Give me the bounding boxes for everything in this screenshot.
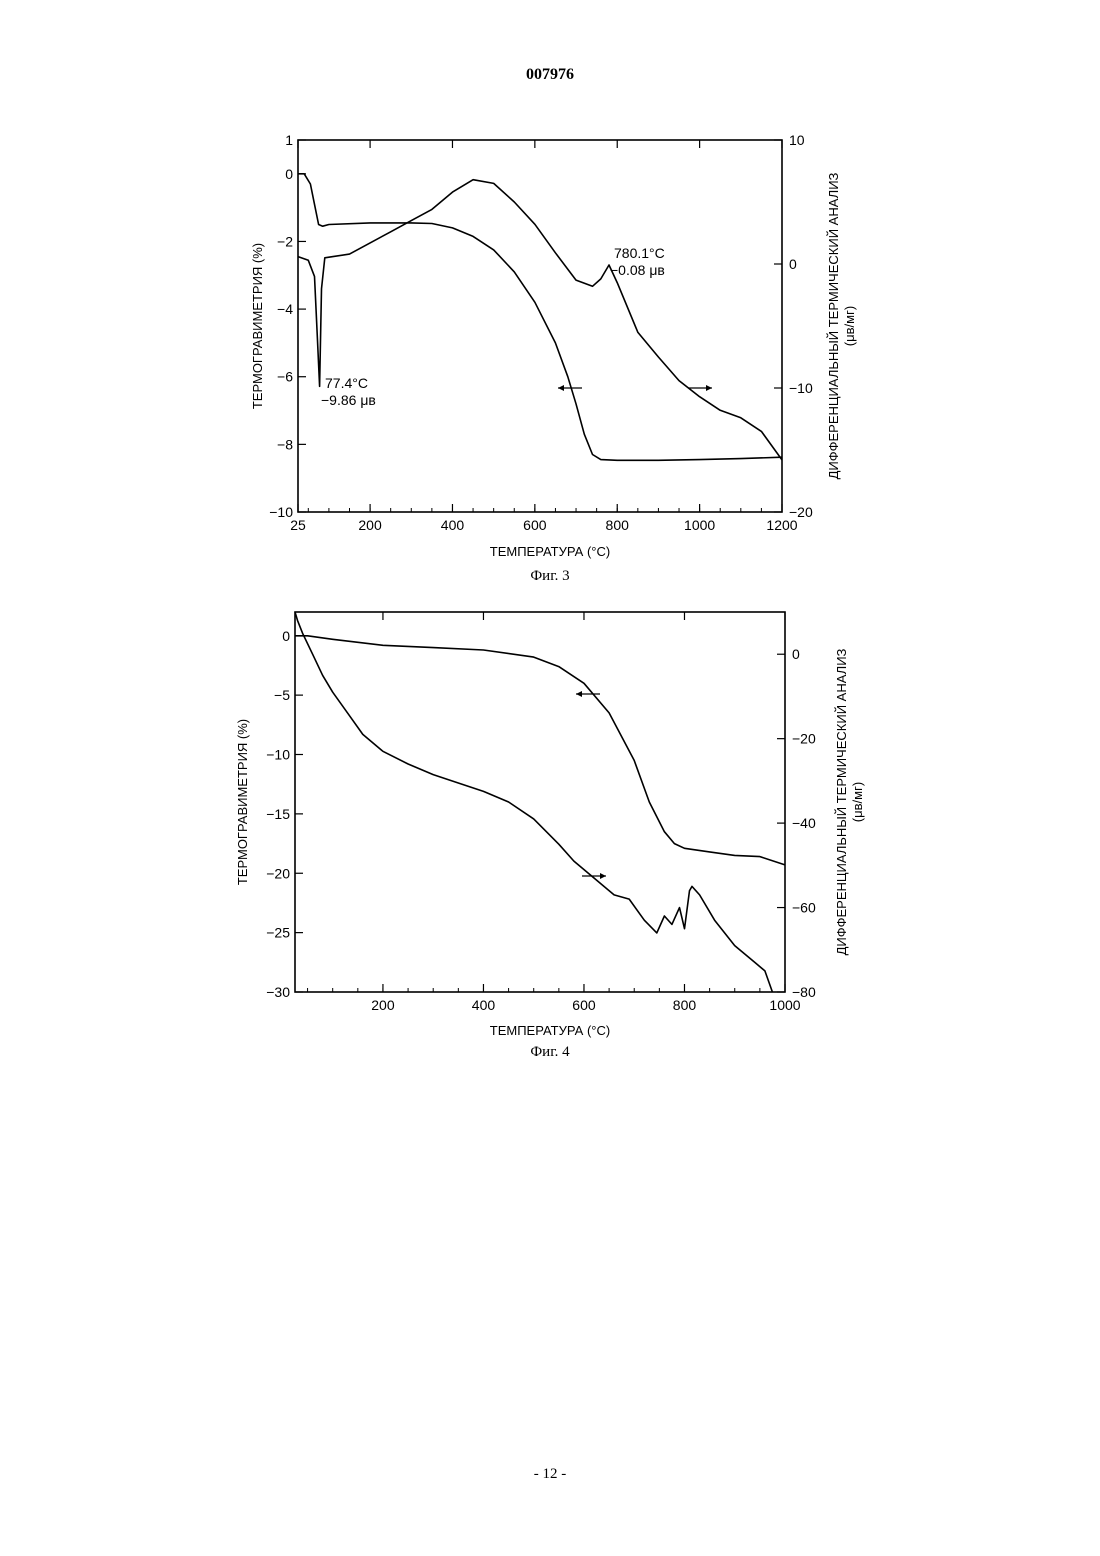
peak-annotation: −0.08 μв xyxy=(610,262,665,278)
series-line-tg xyxy=(295,636,785,865)
page-number: - 12 - xyxy=(0,1466,1100,1483)
x-tick-label: 800 xyxy=(673,997,697,1013)
x-tick-label: 600 xyxy=(572,997,596,1013)
y-left-tick-label: 0 xyxy=(285,166,293,182)
chart-4: 20040060080010000−5−10−15−20−25−300−20−4… xyxy=(235,611,865,1060)
y-left-tick-label: −10 xyxy=(266,747,290,763)
y-left-tick-label: −6 xyxy=(277,369,293,385)
y-right-tick-label: 10 xyxy=(789,132,805,148)
y-right-tick-label: −80 xyxy=(792,984,816,1000)
peak-annotation: −9.86 μв xyxy=(321,392,376,408)
y-left-tick-label: −15 xyxy=(266,806,290,822)
peak-annotation: 77.4°C xyxy=(325,375,368,391)
x-tick-label: 200 xyxy=(371,997,395,1013)
y-left-tick-label: −5 xyxy=(274,687,290,703)
y-left-tick-label: 0 xyxy=(282,628,290,644)
y-right-tick-label: −20 xyxy=(792,731,816,747)
y-left-tick-label: −10 xyxy=(269,504,293,520)
y-right-tick-label: −20 xyxy=(789,504,813,520)
y-left-tick-label: −30 xyxy=(266,984,290,1000)
y-left-tick-label: −20 xyxy=(266,865,290,881)
y-left-tick-label: −25 xyxy=(266,925,290,941)
series-line-dta xyxy=(298,180,782,460)
arrow-head-icon xyxy=(600,873,606,879)
y-left-tick-label: −4 xyxy=(277,301,293,317)
chart-3: 252004006008001000120010−2−4−6−8−10100−1… xyxy=(250,132,857,584)
x-tick-label: 200 xyxy=(358,517,382,533)
y-left-tick-label: −2 xyxy=(277,233,293,249)
y-left-tick-label: 1 xyxy=(285,132,293,148)
y-right-tick-label: −40 xyxy=(792,815,816,831)
arrow-head-icon xyxy=(558,385,564,391)
y-right-axis-label: (μв/мг) xyxy=(850,782,865,822)
figure-caption: Фиг. 3 xyxy=(530,568,569,584)
y-right-tick-label: 0 xyxy=(792,646,800,662)
plot-frame xyxy=(295,612,785,992)
plot-frame xyxy=(298,140,782,512)
x-axis-label: ТЕМПЕРАТУРА (°C) xyxy=(490,544,610,559)
x-tick-label: 400 xyxy=(441,517,465,533)
y-left-axis-label: ТЕРМОГРАВИМЕТРИЯ (%) xyxy=(235,719,250,885)
x-tick-label: 400 xyxy=(472,997,496,1013)
y-right-axis-label: ДИФФЕРЕНЦИАЛЬНЫЙ ТЕРМИЧЕСКИЙ АНАЛИЗ xyxy=(826,172,841,479)
series-line-tg xyxy=(298,174,782,461)
figure-canvas: 252004006008001000120010−2−4−6−8−10100−1… xyxy=(0,0,1100,1556)
y-left-tick-label: −8 xyxy=(277,436,293,452)
x-tick-label: 800 xyxy=(606,517,630,533)
x-tick-label: 1000 xyxy=(684,517,715,533)
y-right-tick-label: 0 xyxy=(789,256,797,272)
figure-caption: Фиг. 4 xyxy=(530,1044,570,1060)
x-axis-label: ТЕМПЕРАТУРА (°C) xyxy=(490,1023,610,1038)
peak-annotation: 780.1°C xyxy=(614,245,665,261)
y-right-axis-label: (μв/мг) xyxy=(842,306,857,346)
x-tick-label: 600 xyxy=(523,517,547,533)
arrow-head-icon xyxy=(706,385,712,391)
y-right-axis-label: ДИФФЕРЕНЦИАЛЬНЫЙ ТЕРМИЧЕСКИЙ АНАЛИЗ xyxy=(834,648,849,955)
arrow-head-icon xyxy=(576,691,582,697)
y-right-tick-label: −60 xyxy=(792,900,816,916)
y-right-tick-label: −10 xyxy=(789,380,813,396)
y-left-axis-label: ТЕРМОГРАВИМЕТРИЯ (%) xyxy=(250,243,265,409)
series-line-dta xyxy=(295,612,772,992)
